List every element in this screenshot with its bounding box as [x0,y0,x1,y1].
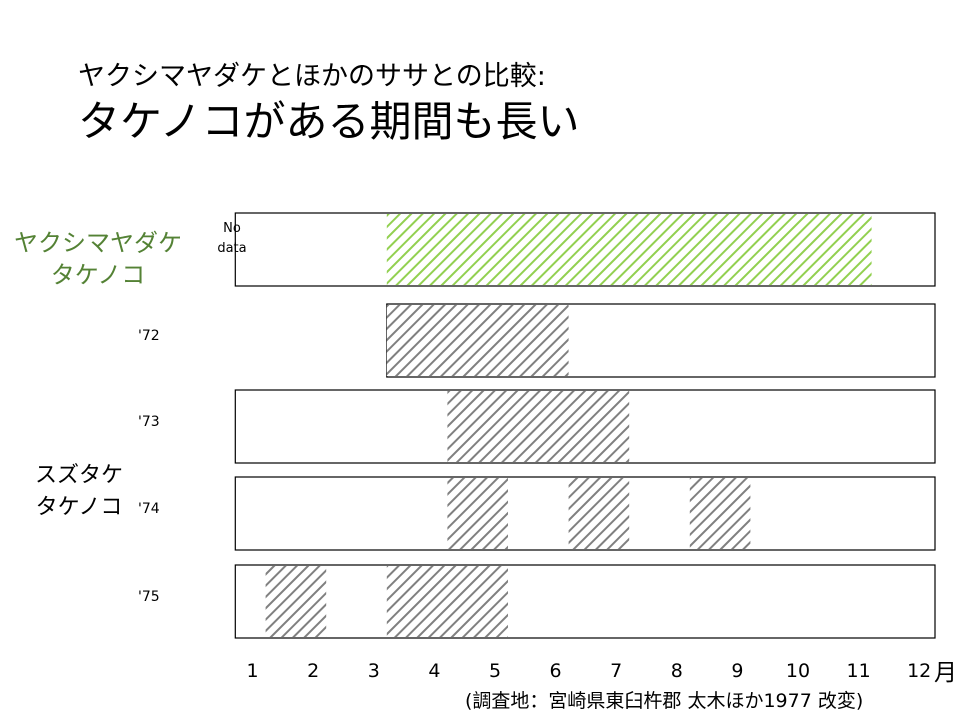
x-tick-label: 3 [367,660,380,682]
x-tick-label: 11 [846,660,871,682]
row-label-2: '72 [138,328,160,344]
group-label-suzutake: スズタケ タケノコ [34,463,123,520]
row-label-5: '75 [138,589,160,605]
x-tick-label: 8 [670,660,683,682]
title-subtitle: ヤクシマヤダケとほかのササとの比較: [78,61,546,92]
group-label-yakushima: ヤクシマヤダケ タケノコ [14,229,182,289]
shoot-period-bar-4-3 [689,478,751,549]
shoot-period-bar-4-2 [568,478,630,549]
x-tick-label: 4 [428,660,441,682]
shoot-period-bar-3-1 [447,391,630,462]
title-main: タケノコがある期間も長い [78,97,580,146]
shoot-period-bar-1-1 [386,214,872,285]
x-tick-label: 6 [549,660,562,682]
slide-title: ヤクシマヤダケとほかのササとの比較: タケノコがある期間も長い [78,58,579,148]
shoot-period-bar-2-1 [386,305,569,376]
shoot-period-bar-5-1 [265,566,327,637]
shoot-period-bar-5-2 [386,566,508,637]
row-label-3: '73 [138,414,160,430]
source-note: (調査地：宮崎県東臼杵郡 太木ほか1977 改変) [465,690,864,712]
x-tick-label: 9 [731,660,744,682]
x-tick-label: 5 [488,660,502,682]
x-tick-label: 2 [307,660,320,682]
row-frame-5 [234,564,936,639]
row-label-4: '74 [138,501,160,517]
x-tick-label: 10 [785,660,811,682]
x-axis-unit: 月 [934,660,957,686]
no-data-label: No data [217,221,247,256]
x-tick-label: 1 [246,660,259,682]
x-tick-label: 12 [907,660,932,682]
shoot-period-bar-4-1 [447,478,508,549]
x-tick-label: 7 [610,660,623,682]
